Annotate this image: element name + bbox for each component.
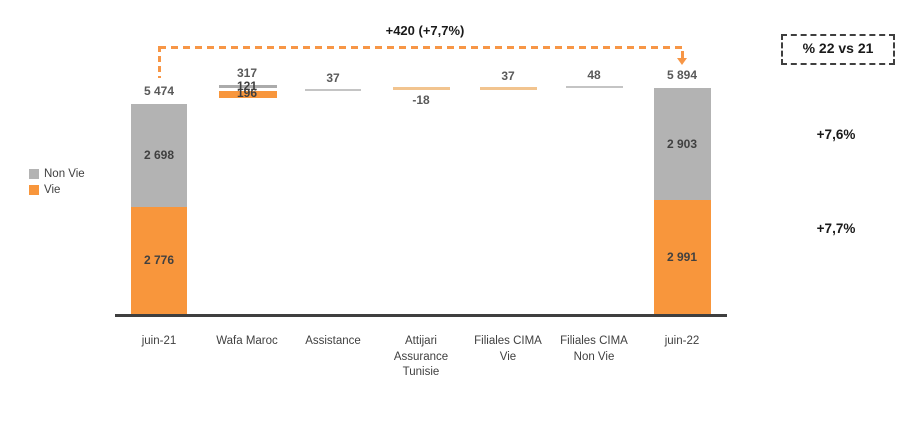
bar-juin21-non-vie	[131, 104, 187, 207]
legend-label-non-vie: Non Vie	[44, 168, 85, 180]
total-label-juin22: 5 894	[666, 68, 698, 82]
vie-swatch-icon	[29, 185, 39, 195]
segment-label-juin21-non-vie: 2 698	[143, 148, 175, 162]
axis-label-wafa-maroc: Wafa Maroc	[216, 335, 278, 347]
segment-label-juin21-vie: 2 776	[143, 253, 175, 267]
delta-arrow-vertical-dash	[158, 46, 161, 78]
axis-label-filiales-cima-vie: Filiales CIMA Vie	[474, 335, 542, 363]
value-label-assistance: 37	[326, 71, 340, 85]
segment-label-wafa-non-vie: 121	[236, 79, 258, 93]
total-label-juin21: 5 474	[143, 84, 175, 98]
bar-wafa-maroc-non-vie	[219, 85, 277, 88]
bar-filiales-cima-vie	[480, 87, 537, 90]
legend-label-vie: Vie	[44, 184, 61, 196]
axis-label-juin21: juin-21	[141, 335, 177, 347]
bar-juin22-vie	[654, 200, 711, 314]
axis-label-assistance: Assistance	[305, 335, 361, 347]
vie-growth-label: +7,7%	[816, 221, 856, 236]
total-label-wafa-maroc: 317	[236, 66, 258, 80]
bar-juin21-vie	[131, 207, 187, 314]
delta-arrow-stem	[681, 51, 684, 58]
comparison-box: % 22 vs 21	[781, 34, 895, 65]
bar-juin22-non-vie	[654, 88, 711, 200]
value-label-filiales-cima-vie: 37	[501, 69, 515, 83]
chart-legend: Non Vie Vie	[29, 168, 85, 196]
axis-label-juin22: juin-22	[664, 335, 700, 347]
non-vie-growth-label: +7,6%	[816, 127, 856, 142]
legend-item-non-vie: Non Vie	[29, 168, 85, 180]
legend-item-vie: Vie	[29, 184, 85, 196]
bar-wafa-maroc-vie	[219, 91, 277, 98]
non-vie-swatch-icon	[29, 169, 39, 179]
delta-arrow-label: +420 (+7,7%)	[385, 23, 465, 38]
delta-arrow-down-icon	[677, 58, 687, 65]
value-label-filiales-cima-non-vie: 48	[587, 68, 601, 82]
bar-filiales-cima-non-vie	[566, 86, 623, 88]
value-label-attijari: -18	[412, 93, 430, 107]
segment-label-juin22-vie: 2 991	[666, 250, 698, 264]
axis-label-attijari: Attijari Assurance Tunisie	[393, 335, 449, 378]
segment-label-juin22-non-vie: 2 903	[666, 137, 698, 151]
x-axis-baseline	[115, 314, 727, 317]
bar-assistance	[305, 89, 361, 91]
delta-arrow-horizontal-dash	[159, 46, 682, 49]
axis-label-filiales-cima-non-vie: Filiales CIMA Non Vie	[560, 335, 628, 363]
segment-label-wafa-vie: 196	[236, 86, 258, 100]
bar-attijari	[393, 87, 450, 90]
